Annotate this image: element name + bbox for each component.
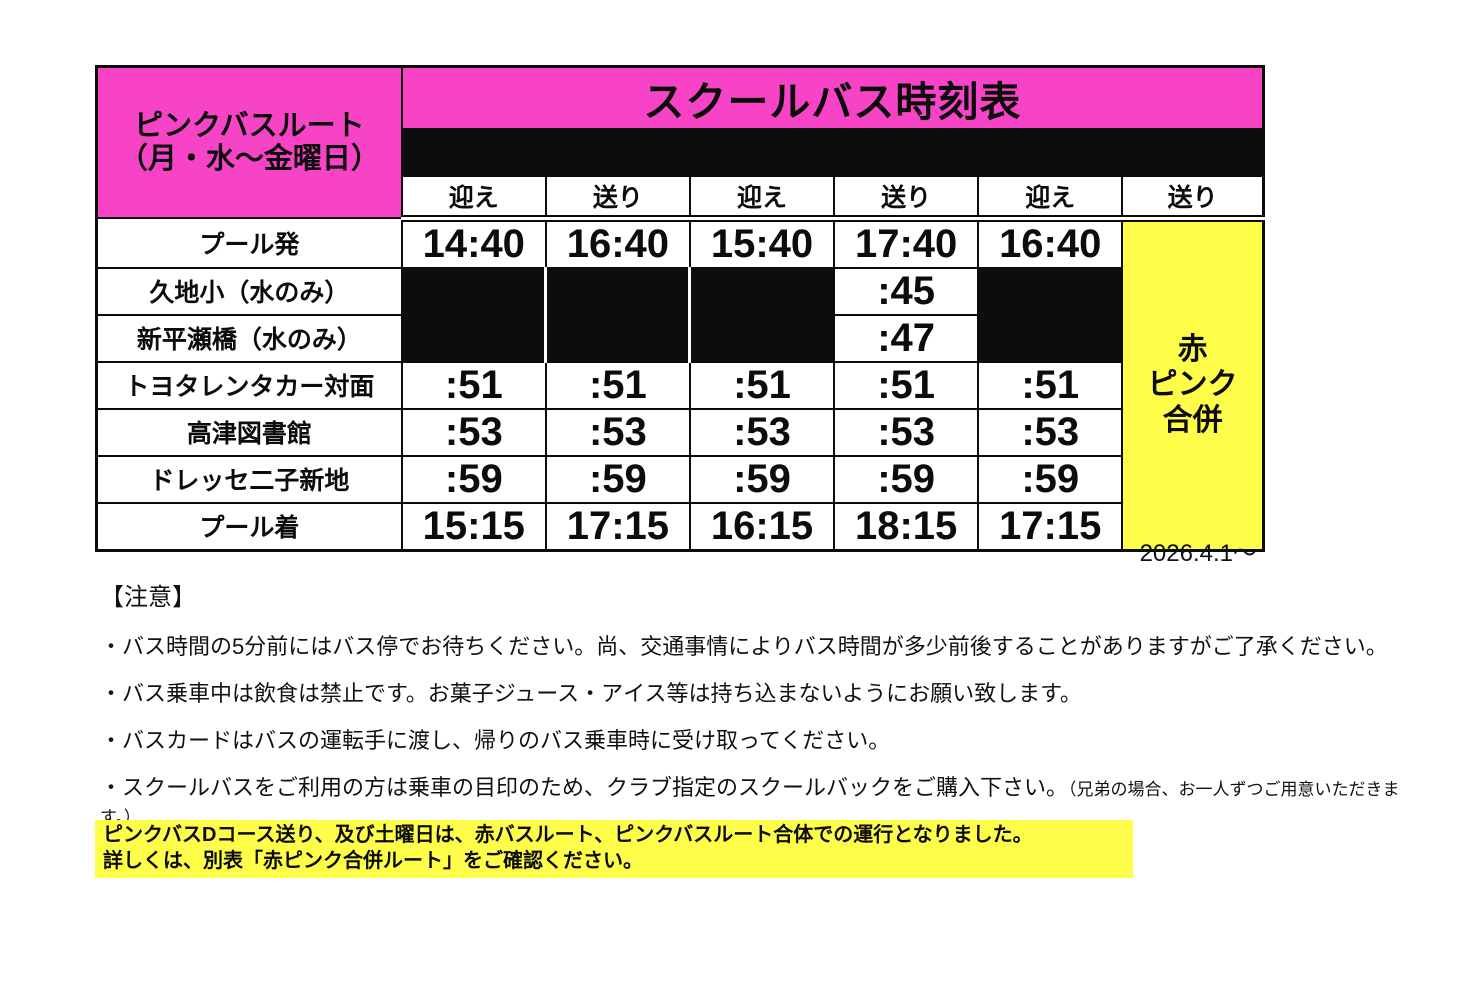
no-service-cell xyxy=(688,313,836,363)
note-item: ・バス乗車中は飲食は禁止です。お菓子ジュース・アイス等は持ち込まないようにお願い… xyxy=(100,681,1082,706)
station-label: プール発 xyxy=(95,217,403,269)
time-cell: :59 xyxy=(688,454,836,504)
time-cell: :45 xyxy=(833,266,980,316)
time-cell: :59 xyxy=(400,454,547,504)
time-cell: 16:40 xyxy=(544,217,691,269)
route-name-line2: （月・水～金曜日） xyxy=(118,142,380,175)
time-cell: :53 xyxy=(688,407,836,457)
no-service-cell xyxy=(977,313,1124,363)
time-cell: :59 xyxy=(833,454,980,504)
time-cell: :47 xyxy=(833,313,980,363)
time-cell: :51 xyxy=(833,360,980,410)
no-service-cell xyxy=(544,313,692,363)
time-cell: 14:40 xyxy=(400,217,547,269)
notice-line: 詳しくは、別表「赤ピンク合併ルート」をご確認ください。 xyxy=(103,850,643,872)
station-label: 高津図書館 xyxy=(95,407,403,457)
route-name: ピンクバスルート （月・水～金曜日） xyxy=(95,65,403,219)
time-cell: :51 xyxy=(688,360,836,410)
merged-note-line1: 赤 xyxy=(1177,332,1208,366)
time-cell: 15:40 xyxy=(688,217,836,269)
merged-note-line2: ピンク xyxy=(1147,368,1238,402)
no-service-cell xyxy=(977,266,1124,316)
notice-highlight: ピンクバスDコース送り、及び土曜日は、赤バスルート、ピンクバスルート合体での運行… xyxy=(95,820,1133,878)
direction-header: 送り xyxy=(833,175,980,222)
merged-note-line3: 合併 xyxy=(1162,403,1223,437)
time-cell: :59 xyxy=(544,454,691,504)
direction-header: 迎え xyxy=(688,175,836,222)
time-cell: :51 xyxy=(977,360,1124,410)
station-label: ドレッセ二子新地 xyxy=(95,454,403,504)
effective-date: 2026.4.1～ xyxy=(1139,540,1257,567)
no-service-cell xyxy=(400,313,548,363)
time-cell: :51 xyxy=(544,360,691,410)
note-item-text: ・スクールバスをご利用の方は乗車の目印のため、クラブ指定のスクールバックをご購入… xyxy=(100,775,1069,800)
notes-heading: 【注意】 xyxy=(100,584,196,611)
direction-header: 迎え xyxy=(977,175,1124,222)
timetable-table: ピンクバスルート （月・水～金曜日） スクールバス時刻表 Bコース C・CXコー… xyxy=(95,65,1265,552)
station-label: 新平瀬橋（水のみ） xyxy=(95,313,403,363)
table-title: スクールバス時刻表 xyxy=(400,65,1265,130)
station-label: トヨタレンタカー対面 xyxy=(95,360,403,410)
time-cell: 17:15 xyxy=(544,501,691,551)
direction-header: 送り xyxy=(544,175,691,222)
time-cell: :53 xyxy=(833,407,980,457)
notes-section: 【注意】 ・バス時間の5分前にはバス停でお待ちください。尚、交通事情によりバス時… xyxy=(100,577,1420,852)
station-label: プール着 xyxy=(95,501,403,551)
station-label: 久地小（水のみ） xyxy=(95,266,403,316)
time-cell: 16:15 xyxy=(688,501,836,551)
note-item: ・スクールバスをご利用の方は乗車の目印のため、クラブ指定のスクールバックをご購入… xyxy=(100,775,1420,831)
note-item: ・バスカードはバスの運転手に渡し、帰りのバス乗車時に受け取ってください。 xyxy=(100,728,891,753)
no-service-cell xyxy=(544,266,692,316)
course-header-b: Bコース xyxy=(400,128,691,177)
no-service-cell xyxy=(688,266,836,316)
time-cell: 17:15 xyxy=(977,501,1124,551)
note-item: ・バス時間の5分前にはバス停でお待ちください。尚、交通事情によりバス時間が多少前… xyxy=(100,634,1388,659)
time-cell: 16:40 xyxy=(977,217,1124,269)
time-cell: 18:15 xyxy=(833,501,980,551)
notice-line: ピンクバスDコース送り、及び土曜日は、赤バスルート、ピンクバスルート合体での運行… xyxy=(103,824,1033,846)
time-cell: :53 xyxy=(544,407,691,457)
time-cell: :53 xyxy=(977,407,1124,457)
time-cell: :59 xyxy=(977,454,1124,504)
direction-header: 送り xyxy=(1121,175,1265,222)
no-service-cell xyxy=(400,266,548,316)
course-header-d-dx: D・DXコース xyxy=(977,128,1265,177)
direction-header: 迎え xyxy=(400,175,547,222)
time-cell: 15:15 xyxy=(400,501,547,551)
route-name-line1: ピンクバスルート xyxy=(134,109,365,142)
time-cell: :53 xyxy=(400,407,547,457)
time-cell: :51 xyxy=(400,360,547,410)
merged-route-note: 赤 ピンク 合併 xyxy=(1121,217,1265,551)
time-cell: 17:40 xyxy=(833,217,980,269)
course-header-c-cx: C・CXコース xyxy=(688,128,980,177)
